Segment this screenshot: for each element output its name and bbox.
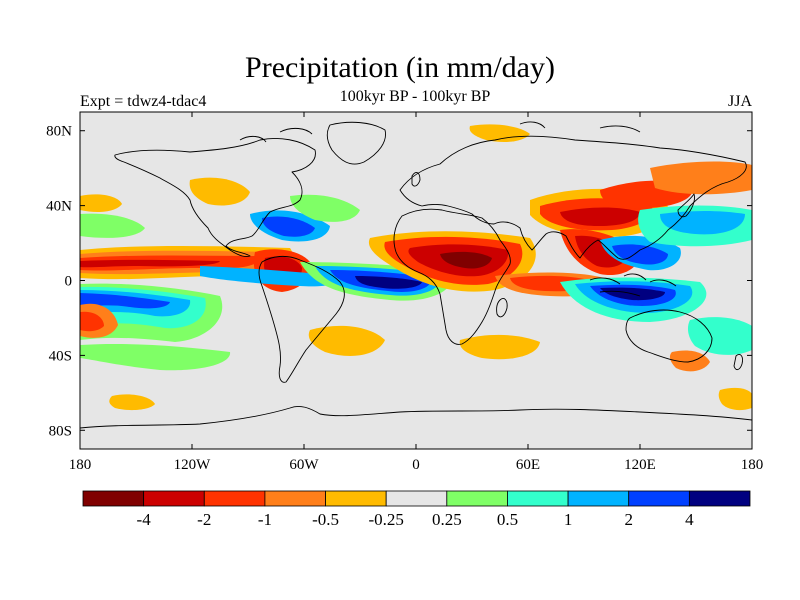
colorbar-label: -0.25 <box>368 510 403 529</box>
lat-tick-label: 80S <box>49 423 72 439</box>
chart-title: Precipitation (in mm/day) <box>245 51 555 84</box>
lat-tick-label: 40S <box>49 348 72 364</box>
anomaly-south-indian-dry <box>459 334 540 360</box>
anomaly-africa-dry-inner <box>440 251 492 269</box>
coast-australia <box>625 309 713 363</box>
colorbar-label: 1 <box>564 510 573 529</box>
colorbar-label: -2 <box>197 510 211 529</box>
chart-subtitle: 100kyr BP - 100kyr BP <box>339 88 491 105</box>
anomaly-southern-ocean-dry <box>718 387 752 411</box>
coast-south-america <box>258 255 345 383</box>
colorbar-label: -0.5 <box>312 510 339 529</box>
coast-madagascar <box>496 297 508 318</box>
anomaly-westpac-wet-core <box>612 244 668 265</box>
anomaly-northasia-dry <box>650 161 752 195</box>
anomaly-pacific-dry-inner <box>80 259 220 268</box>
lon-tick-label: 120E <box>624 457 656 473</box>
coast-antarctica <box>80 405 752 429</box>
anomaly-usa-dry <box>189 177 250 206</box>
anomaly-pacific-north-wet <box>200 266 343 287</box>
colorbar-label: 4 <box>685 510 694 529</box>
experiment-label: Expt = tdwz4-tdac4 <box>80 93 207 110</box>
anomaly-atlantic-wet-core <box>355 276 422 289</box>
colorbar-swatch <box>567 490 630 507</box>
colorbar-swatch <box>446 490 508 507</box>
coast-eurasia <box>399 135 747 260</box>
colorbar-label: -4 <box>137 510 152 529</box>
anomaly-south-pac-dry-belt <box>109 394 155 411</box>
latitude-axis: 80N 40N 0 40S 80S <box>46 124 752 439</box>
colorbar-swatch <box>82 490 145 507</box>
anomaly-natl-wet-core <box>262 216 315 237</box>
coast-arctic-islands <box>239 121 641 143</box>
coast-new-zealand <box>733 353 743 371</box>
lon-tick-label: 60E <box>516 457 540 473</box>
anomaly-south-ocean-wet <box>80 343 231 371</box>
anomaly-pacific-wet-core <box>80 293 170 309</box>
colorbar-label: -1 <box>258 510 272 529</box>
coast-north-america <box>114 138 316 257</box>
colorbar-swatch <box>628 490 690 507</box>
anomaly-nepac-wet <box>80 213 145 238</box>
lon-tick-label: 180 <box>69 457 92 473</box>
colorbar-swatch <box>507 490 569 507</box>
anomaly-arctic-dry <box>469 124 530 142</box>
coast-uk <box>411 172 421 187</box>
coastlines <box>80 121 752 429</box>
longitude-axis: 180 120W 60W 0 60E 120E 180 <box>69 112 764 473</box>
anomaly-seasia-dry-core <box>575 235 628 268</box>
season-label: JJA <box>727 93 752 110</box>
colorbar-swatch <box>143 490 205 507</box>
anomaly-fields <box>80 124 752 411</box>
coast-africa <box>393 208 511 345</box>
colorbar-swatch <box>203 490 266 507</box>
coast-indonesia <box>589 273 677 297</box>
anomaly-natl-outer <box>290 194 360 222</box>
anomaly-npac-dry <box>80 194 122 212</box>
anomaly-tasman-dry <box>669 350 710 372</box>
lat-tick-label: 0 <box>65 274 73 290</box>
coast-greenland <box>326 121 386 165</box>
lon-tick-label: 120W <box>174 457 212 473</box>
colorbar-swatch <box>264 490 326 507</box>
colorbar-swatch <box>688 490 751 507</box>
anomaly-india-dry-core <box>560 207 640 226</box>
anomaly-south-atlantic-dry <box>308 325 385 356</box>
colorbar-label: 2 <box>624 510 633 529</box>
lon-tick-label: 0 <box>412 457 420 473</box>
colorbar-label: 0.5 <box>497 510 518 529</box>
lat-tick-label: 80N <box>46 124 72 140</box>
colorbar-swatch <box>385 490 448 507</box>
coast-japan <box>677 193 695 218</box>
colorbar: -4 -2 -1 -0.5 -0.25 0.25 0.5 1 2 4 <box>82 490 751 529</box>
anomaly-east-australia-wet <box>687 317 752 355</box>
colorbar-swatch <box>325 490 387 507</box>
anomaly-se-pacific-dry-core <box>80 311 104 332</box>
lat-tick-label: 40N <box>46 199 72 215</box>
colorbar-label: 0.25 <box>432 510 462 529</box>
lon-tick-label: 60W <box>289 457 319 473</box>
lon-tick-label: 180 <box>741 457 764 473</box>
